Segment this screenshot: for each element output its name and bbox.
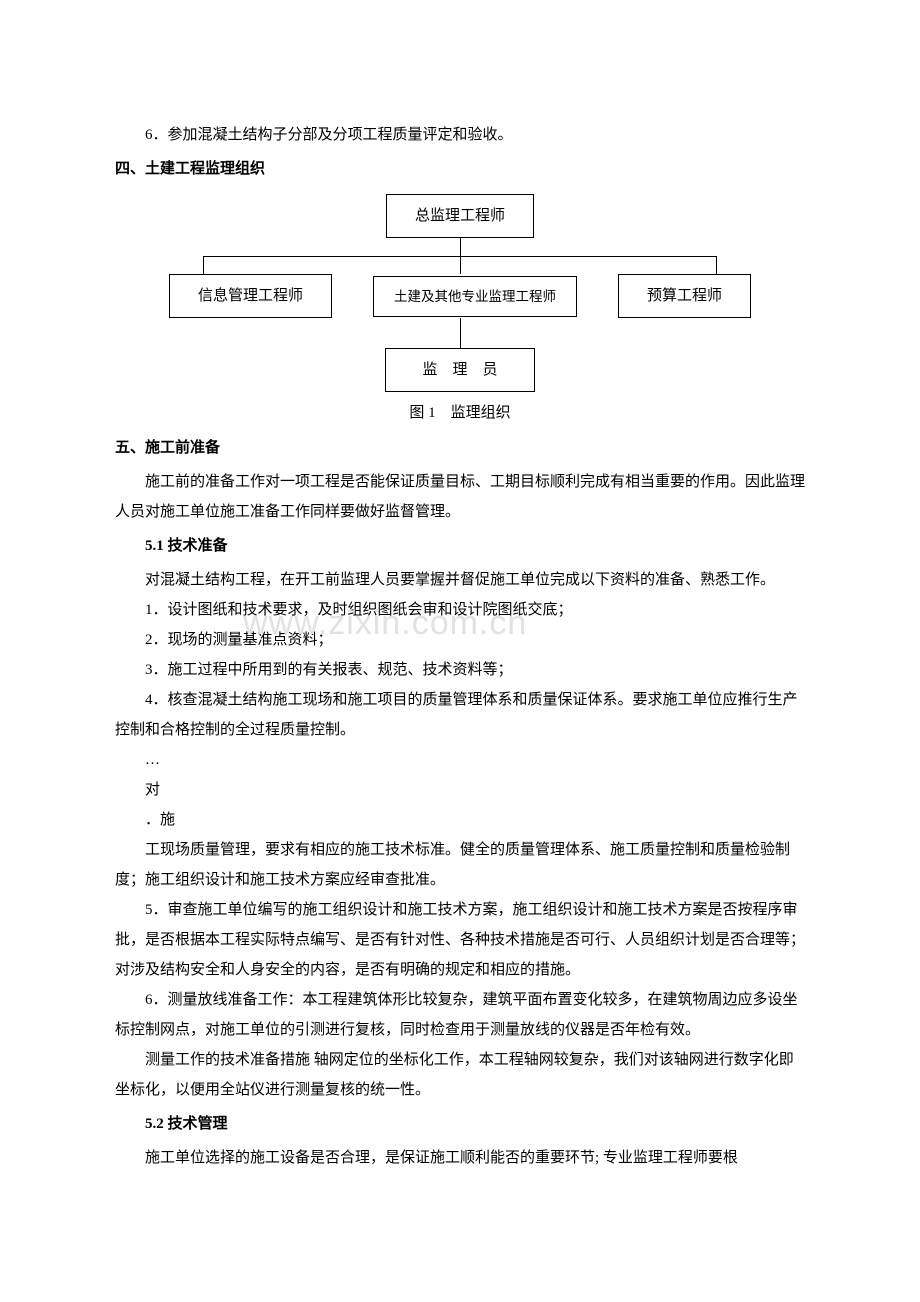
section-5-1-title: 5.1 技术准备 (115, 531, 805, 561)
s5-1-li3: 3．施工过程中所用到的有关报表、规范、技术资料等； (115, 655, 805, 685)
org-box-mid-left: 信息管理工程师 (169, 274, 332, 318)
section-4-title: 四、土建工程监理组织 (115, 154, 805, 184)
s5-1-l4c: ．施 (115, 805, 805, 835)
org-box-bottom: 监 理 员 (385, 348, 534, 392)
org-vline-c (460, 256, 461, 274)
s5-1-l4d: 工现场质量管理，要求有相应的施工技术标准。健全的质量管理体系、施工质量控制和质量… (115, 835, 805, 895)
intro-item-6: 6．参加混凝土结构子分部及分项工程质量评定和验收。 (115, 120, 805, 150)
org-box-mid-center: 土建及其他专业监理工程师 (373, 276, 577, 317)
org-vline-2 (460, 318, 461, 348)
s5-1-li1: 1．设计图纸和技术要求，及时组织图纸会审和设计院图纸交底； (115, 595, 805, 625)
s5-1-p2: 测量工作的技术准备措施 轴网定位的坐标化工作，本工程轴网较复杂，我们对该轴网进行… (115, 1045, 805, 1105)
s5-1-l4b: 对 (115, 775, 805, 805)
section-5-intro: 施工前的准备工作对一项工程是否能保证质量目标、工期目标顺利完成有相当重要的作用。… (115, 467, 805, 527)
org-vline (460, 238, 461, 256)
s5-1-l4a: … (115, 745, 805, 775)
org-chart: 总监理工程师 信息管理工程师 土建及其他专业监理工程师 预算工程师 监 理 员 … (115, 194, 805, 428)
s5-1-li4: 4．核查混凝土结构施工现场和施工项目的质量管理体系和质量保证体系。要求施工单位应… (115, 685, 805, 745)
org-chart-caption: 图 1 监理组织 (115, 398, 805, 428)
org-vline-l (203, 256, 204, 274)
org-vline-r (716, 256, 717, 274)
s5-1-li6: 6．测量放线准备工作：本工程建筑体形比较复杂，建筑平面布置变化较多，在建筑物周边… (115, 985, 805, 1045)
s5-2-p1: 施工单位选择的施工设备是否合理，是保证施工顺利能否的重要环节; 专业监理工程师要… (115, 1143, 805, 1173)
org-box-top: 总监理工程师 (386, 194, 534, 238)
s5-1-li2: 2．现场的测量基准点资料； (115, 625, 805, 655)
s5-1-li5: 5．审查施工单位编写的施工组织设计和施工技术方案，施工组织设计和施工技术方案是否… (115, 895, 805, 985)
s5-1-p1: 对混凝土结构工程，在开工前监理人员要掌握并督促施工单位完成以下资料的准备、熟悉工… (115, 565, 805, 595)
section-5-title: 五、施工前准备 (115, 433, 805, 463)
org-box-mid-right: 预算工程师 (618, 274, 751, 318)
section-5-2-title: 5.2 技术管理 (115, 1109, 805, 1139)
